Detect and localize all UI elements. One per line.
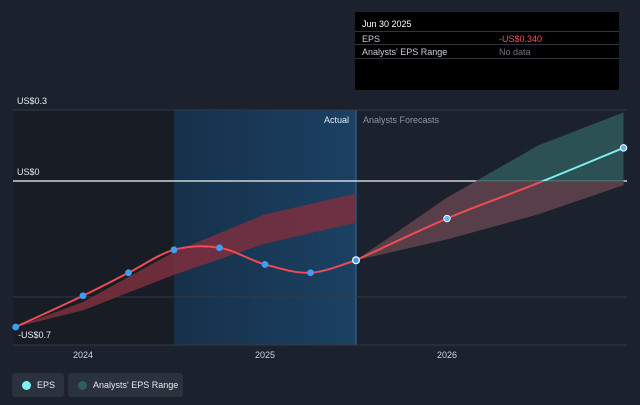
forecast-section-label: Analysts Forecasts xyxy=(363,115,440,125)
eps-point xyxy=(125,269,132,277)
tooltip: Jun 30 2025 EPS -US$0.340 Analysts' EPS … xyxy=(355,12,619,90)
eps-forecast-point xyxy=(619,144,628,152)
tooltip-range-label: Analysts' EPS Range xyxy=(362,47,448,57)
tooltip-eps-value: -US$0.340 xyxy=(499,34,543,44)
eps-line-forecast-positive xyxy=(540,146,624,181)
tooltip-eps-label: EPS xyxy=(362,34,381,44)
eps-point xyxy=(12,323,20,331)
eps-point xyxy=(79,292,87,300)
eps-line-forecast xyxy=(355,181,546,262)
eps-point xyxy=(170,246,178,254)
eps-legend-icon xyxy=(22,380,31,390)
legend-eps-button[interactable]: EPS xyxy=(12,373,64,397)
y-tick-label: -US$0.7 xyxy=(18,330,51,340)
tooltip-row-eps: EPS -US$0.340 xyxy=(355,31,619,45)
eps-markers xyxy=(12,144,628,331)
x-tick-label: 2024 xyxy=(73,350,93,360)
eps-point xyxy=(216,244,223,252)
x-tick-label: 2026 xyxy=(437,350,457,360)
past-range-band xyxy=(15,193,356,327)
eps-point xyxy=(352,256,361,265)
axis-labels: US$0.3 US$0 -US$0.7 2024 2025 2026 Actual Analy… xyxy=(17,96,457,360)
tooltip-range-value: No data xyxy=(499,47,531,57)
x-tick-label: 2025 xyxy=(255,350,275,360)
range-legend-icon xyxy=(78,380,87,390)
forecast-range-negative-part xyxy=(356,181,624,261)
eps-forecast-point xyxy=(443,214,451,223)
legend-range-label: Analysts' EPS Range xyxy=(93,380,179,390)
y-tick-label: US$0 xyxy=(17,167,40,177)
eps-point xyxy=(261,261,269,268)
tooltip-row-range: Analysts' EPS Range No data xyxy=(355,44,619,59)
eps-point xyxy=(307,269,314,277)
legend-range-button[interactable]: Analysts' EPS Range xyxy=(68,373,183,397)
y-tick-label: US$0.3 xyxy=(17,96,47,106)
analysts-eps-range xyxy=(15,112,624,327)
actual-section-label: Actual xyxy=(324,115,349,125)
past-shade xyxy=(13,110,174,345)
legend-eps-label: EPS xyxy=(37,380,56,390)
tooltip-date: Jun 30 2025 xyxy=(362,19,412,29)
